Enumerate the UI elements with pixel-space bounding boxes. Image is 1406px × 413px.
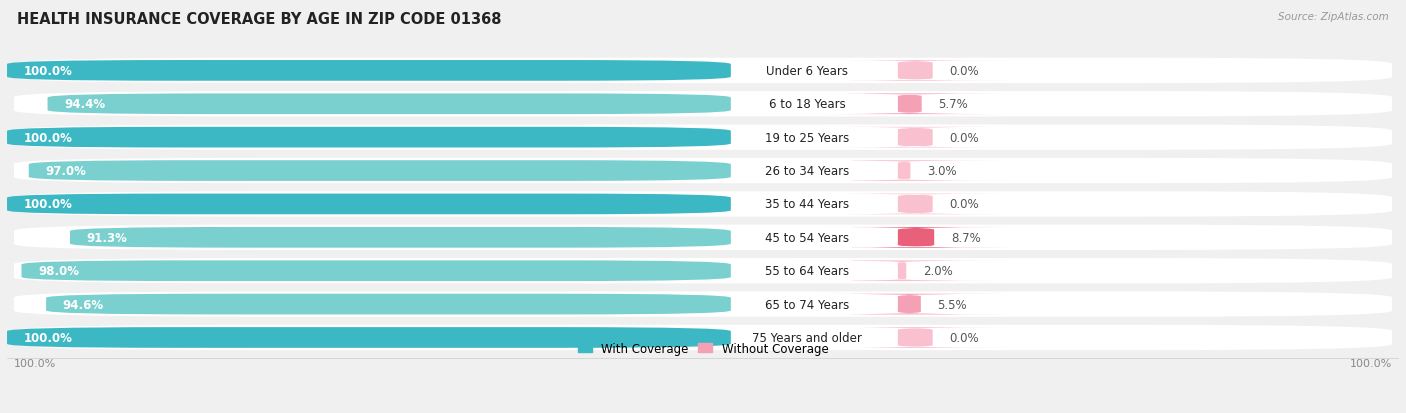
Text: 5.7%: 5.7% [938, 98, 969, 111]
FancyBboxPatch shape [823, 228, 1010, 248]
FancyBboxPatch shape [799, 161, 1010, 181]
FancyBboxPatch shape [810, 94, 1010, 115]
FancyBboxPatch shape [821, 128, 1010, 148]
Text: 0.0%: 0.0% [949, 198, 979, 211]
Text: 6 to 18 Years: 6 to 18 Years [769, 98, 846, 111]
FancyBboxPatch shape [7, 194, 731, 215]
Text: 97.0%: 97.0% [45, 165, 86, 178]
Text: HEALTH INSURANCE COVERAGE BY AGE IN ZIP CODE 01368: HEALTH INSURANCE COVERAGE BY AGE IN ZIP … [17, 12, 502, 27]
FancyBboxPatch shape [14, 225, 1392, 250]
Text: 2.0%: 2.0% [922, 265, 953, 278]
FancyBboxPatch shape [70, 228, 731, 248]
Legend: With Coverage, Without Coverage: With Coverage, Without Coverage [572, 337, 834, 360]
Text: 75 Years and older: 75 Years and older [752, 331, 862, 344]
FancyBboxPatch shape [7, 61, 731, 81]
Text: 19 to 25 Years: 19 to 25 Years [765, 131, 849, 144]
Text: 0.0%: 0.0% [949, 65, 979, 78]
Text: 94.4%: 94.4% [65, 98, 105, 111]
Text: 35 to 44 Years: 35 to 44 Years [765, 198, 849, 211]
FancyBboxPatch shape [14, 159, 1392, 184]
Text: 45 to 54 Years: 45 to 54 Years [765, 231, 849, 244]
Text: 55 to 64 Years: 55 to 64 Years [765, 265, 849, 278]
Text: Under 6 Years: Under 6 Years [766, 65, 848, 78]
Text: 100.0%: 100.0% [14, 358, 56, 368]
Text: 94.6%: 94.6% [63, 298, 104, 311]
FancyBboxPatch shape [7, 128, 731, 148]
Text: 8.7%: 8.7% [950, 231, 980, 244]
FancyBboxPatch shape [14, 259, 1392, 284]
FancyBboxPatch shape [794, 261, 1010, 281]
FancyBboxPatch shape [21, 261, 731, 281]
FancyBboxPatch shape [14, 292, 1392, 317]
Text: 100.0%: 100.0% [24, 131, 73, 144]
FancyBboxPatch shape [14, 59, 1392, 84]
FancyBboxPatch shape [28, 161, 731, 181]
Text: 100.0%: 100.0% [24, 65, 73, 78]
FancyBboxPatch shape [14, 92, 1392, 117]
Text: 0.0%: 0.0% [949, 331, 979, 344]
FancyBboxPatch shape [46, 294, 731, 315]
Text: 91.3%: 91.3% [87, 231, 128, 244]
FancyBboxPatch shape [810, 294, 1010, 315]
FancyBboxPatch shape [821, 61, 1010, 81]
Text: 100.0%: 100.0% [1350, 358, 1392, 368]
FancyBboxPatch shape [14, 125, 1392, 150]
Text: 100.0%: 100.0% [24, 331, 73, 344]
Text: 0.0%: 0.0% [949, 131, 979, 144]
FancyBboxPatch shape [48, 94, 731, 115]
Text: 5.5%: 5.5% [938, 298, 967, 311]
Text: 26 to 34 Years: 26 to 34 Years [765, 165, 849, 178]
FancyBboxPatch shape [14, 325, 1392, 350]
Text: 100.0%: 100.0% [24, 198, 73, 211]
Text: Source: ZipAtlas.com: Source: ZipAtlas.com [1278, 12, 1389, 22]
FancyBboxPatch shape [7, 328, 731, 348]
FancyBboxPatch shape [821, 328, 1010, 348]
FancyBboxPatch shape [14, 192, 1392, 217]
Text: 65 to 74 Years: 65 to 74 Years [765, 298, 849, 311]
FancyBboxPatch shape [821, 194, 1010, 215]
Text: 3.0%: 3.0% [927, 165, 956, 178]
Text: 98.0%: 98.0% [38, 265, 79, 278]
